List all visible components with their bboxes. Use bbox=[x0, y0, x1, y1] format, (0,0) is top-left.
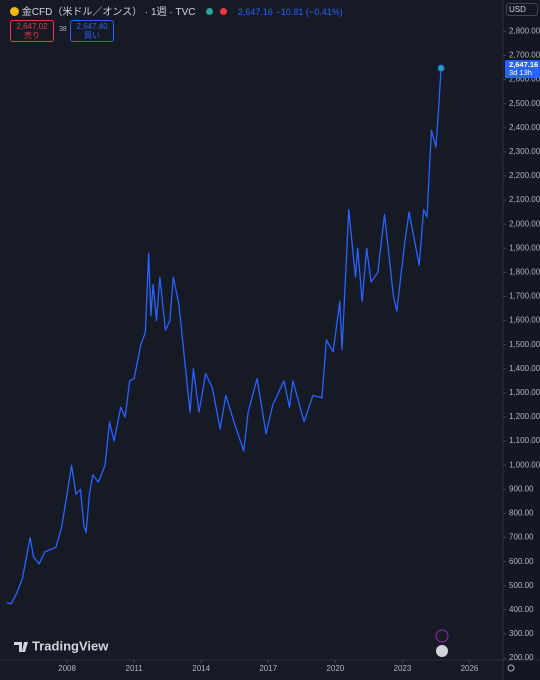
price-label-box bbox=[505, 60, 540, 79]
y-tick-label: 2,400.00 bbox=[509, 123, 540, 132]
settings-icon[interactable] bbox=[507, 664, 515, 672]
status-dot bbox=[220, 8, 228, 15]
spread: 38 bbox=[59, 26, 67, 33]
event-icon[interactable] bbox=[435, 629, 449, 643]
sell-price: 2,647.02 bbox=[16, 22, 48, 31]
y-tick-label: 2,500.00 bbox=[509, 99, 540, 108]
y-tick-label: 900.00 bbox=[509, 484, 534, 493]
price-label: 2,647.16 bbox=[509, 60, 538, 69]
status-dot bbox=[206, 8, 214, 15]
symbol[interactable]: 金CFD（米ドル／オンス） bbox=[21, 7, 143, 18]
y-tick-label: 500.00 bbox=[509, 581, 534, 590]
y-tick-label: 1,700.00 bbox=[509, 292, 540, 301]
y-tick-label: 1,600.00 bbox=[509, 316, 540, 325]
price-axis bbox=[503, 0, 540, 680]
x-tick-label: 2023 bbox=[394, 664, 412, 673]
buy-label: 買い bbox=[84, 31, 100, 40]
y-tick-label: 200.00 bbox=[509, 653, 534, 662]
last-point bbox=[437, 64, 445, 72]
symbol-row: 金CFD（米ドル／オンス） · 1週 · TVC 2,647.16 −10.81… bbox=[10, 3, 343, 18]
x-tick-label: 2008 bbox=[58, 664, 76, 673]
source: TVC bbox=[175, 7, 196, 18]
y-tick-label: 1,500.00 bbox=[509, 340, 540, 349]
y-tick-label: 2,800.00 bbox=[509, 26, 540, 35]
logo: TradingView bbox=[32, 638, 109, 653]
change: −10.81 (−0.41%) bbox=[275, 7, 343, 17]
sell-label: 売り bbox=[24, 31, 40, 40]
symbol-icon bbox=[10, 7, 19, 16]
buy-price: 2,647.40 bbox=[76, 22, 108, 31]
y-tick-label: 1,800.00 bbox=[509, 267, 540, 276]
y-tick-label: 2,100.00 bbox=[509, 195, 540, 204]
x-tick-label: 2020 bbox=[326, 664, 344, 673]
sell-button[interactable]: 2,647.02 売り bbox=[10, 20, 54, 42]
y-tick-label: 1,000.00 bbox=[509, 460, 540, 469]
logo-mark bbox=[14, 642, 28, 652]
price-line bbox=[6, 68, 442, 605]
y-tick-label: 1,100.00 bbox=[509, 436, 540, 445]
interval[interactable]: 1週 bbox=[151, 7, 167, 18]
y-tick-label: 1,400.00 bbox=[509, 364, 540, 373]
x-tick-label: 2011 bbox=[126, 664, 144, 673]
y-tick-label: 1,200.00 bbox=[509, 412, 540, 421]
y-tick-label: 700.00 bbox=[509, 533, 534, 542]
y-tick-label: 2,200.00 bbox=[509, 171, 540, 180]
y-tick-label: 2,000.00 bbox=[509, 219, 540, 228]
x-tick-label: 2017 bbox=[259, 664, 277, 673]
y-tick-label: 1,900.00 bbox=[509, 243, 540, 252]
flag-icon[interactable] bbox=[436, 645, 448, 657]
currency[interactable]: USD bbox=[506, 3, 538, 16]
y-tick-label: 1,300.00 bbox=[509, 388, 540, 397]
quote: 2,647.16 bbox=[237, 7, 273, 17]
y-tick-label: 2,700.00 bbox=[509, 51, 540, 60]
countdown: 3d 13h bbox=[509, 68, 532, 77]
y-tick-label: 300.00 bbox=[509, 629, 534, 638]
y-tick-label: 800.00 bbox=[509, 509, 534, 518]
x-tick-label: 2026 bbox=[461, 664, 479, 673]
y-tick-label: 2,300.00 bbox=[509, 147, 540, 156]
y-tick-label: 2,600.00 bbox=[509, 75, 540, 84]
y-tick-label: 600.00 bbox=[509, 557, 534, 566]
buy-button[interactable]: 2,647.40 買い bbox=[70, 20, 114, 42]
x-tick-label: 2014 bbox=[192, 664, 210, 673]
y-tick-label: 400.00 bbox=[509, 605, 534, 614]
